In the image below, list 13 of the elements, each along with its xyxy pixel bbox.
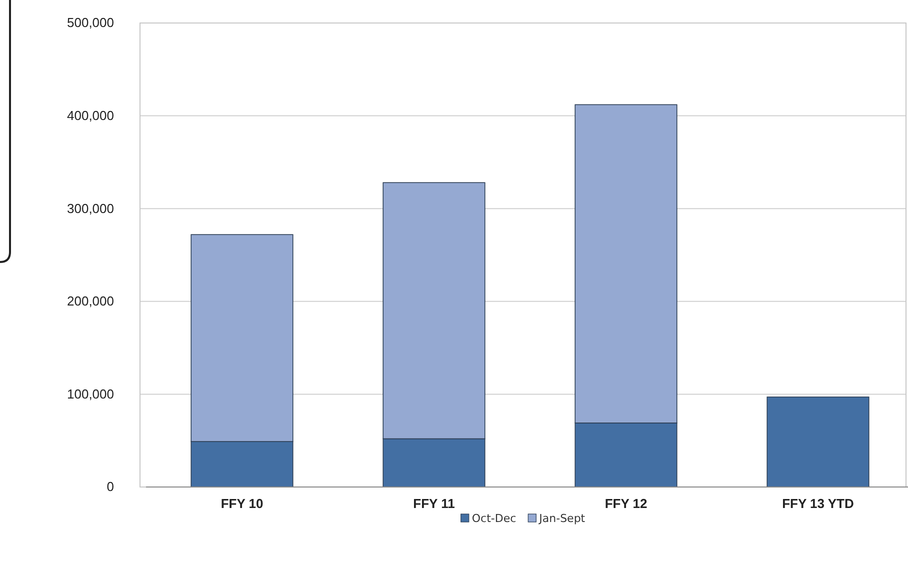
- y-tick-label: 0: [106, 479, 114, 494]
- y-tick-label: 400,000: [67, 108, 114, 123]
- x-tick-label: FFY 13 YTD: [782, 496, 854, 512]
- bar: [766, 396, 870, 488]
- y-tick-label: 100,000: [67, 386, 114, 402]
- y-tick-label: 200,000: [67, 294, 114, 309]
- legend-label: Oct-Dec: [472, 512, 516, 525]
- y-tick-label: 500,000: [67, 15, 114, 30]
- y-tick-label: 300,000: [67, 200, 114, 216]
- x-tick-label: FFY 12: [604, 496, 648, 512]
- x-tick-label: FFY 10: [220, 496, 264, 512]
- x-tick-label: FFY 11: [413, 496, 455, 512]
- legend-label: Jan-Sept: [538, 512, 586, 525]
